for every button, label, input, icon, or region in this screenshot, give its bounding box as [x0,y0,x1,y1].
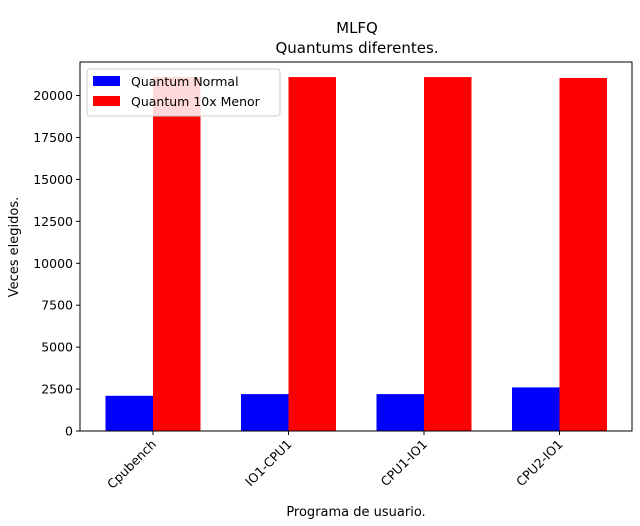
bar-normal-cpu1-io1 [376,394,424,431]
y-tick-label: 5000 [41,340,73,355]
bar-menor-cpu1-io1 [424,77,472,431]
bar-normal-cpu2-io1 [512,387,560,431]
x-tick-label: CPU2-IO1 [513,437,566,490]
x-tick-label: CPU1-IO1 [378,437,431,490]
y-tick-label: 17500 [33,130,73,145]
y-axis-label: Veces elegidos. [7,197,22,298]
y-tick-label: 0 [65,424,73,439]
y-tick-label: 15000 [33,172,73,187]
y-tick-label: 20000 [33,88,73,103]
chart-subtitle: Quantums diferentes. [275,39,438,57]
legend-label: Quantum Normal [131,74,239,89]
y-axis: 0 2500 5000 7500 10000 12500 15000 17500 20000 [33,88,80,439]
y-tick-label: 7500 [41,298,73,313]
legend-box [86,68,281,117]
bar-menor-io1-cpu1 [288,77,336,431]
legend-label: Quantum 10x Menor [131,94,261,109]
legend: Quantum Normal Quantum 10x Menor [86,68,281,117]
x-axis-label: Programa de usuario. [286,505,425,520]
x-tick-label: IO1-CPU1 [242,437,295,490]
bar-menor-cpu2-io1 [559,77,607,432]
legend-swatch [93,76,120,86]
bar-normal-cpubench [105,395,153,431]
bar-normal-io1-cpu1 [241,394,289,431]
bars-group [105,77,607,432]
chart-title: MLFQ [336,19,378,37]
legend-swatch [93,96,120,106]
y-tick-label: 2500 [41,382,73,397]
x-tick-label: Cpubench [104,437,159,492]
plot-frame [79,61,633,432]
y-tick-label: 12500 [33,214,73,229]
x-axis: Cpubench IO1-CPU1 CPU1-IO1 CPU2-IO1 [104,431,566,492]
y-tick-label: 10000 [33,256,73,271]
bar-menor-cpubench [153,77,201,431]
